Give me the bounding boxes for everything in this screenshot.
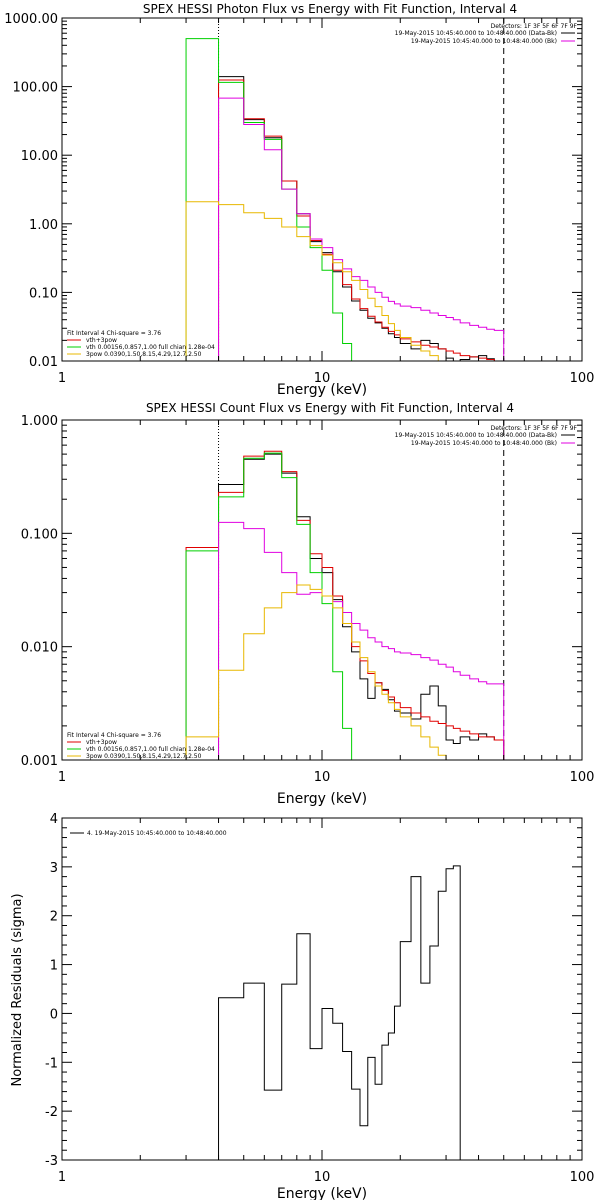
series-4-histogram [185,584,461,761]
x-axis-label: Energy (keV) [277,1186,367,1200]
fit-legend-text: vth+3pow [86,337,117,344]
x-tick-label: 1 [58,770,66,785]
residual-legend: 4. 19-May-2015 10:45:40.000 to 10:48:40.… [70,830,227,837]
fit-legend-text: vth+3pow [86,739,117,746]
count-flux-chart: SPEX HESSI Count Flux vs Energy with Fit… [21,401,595,807]
y-tick-label: 1000.00 [4,12,58,27]
y-tick-label: -3 [45,1154,58,1169]
tick-layer: 1 10 100 -3 -2 -1 0 1 2 3 4 [45,812,594,1185]
series-4-histogram [185,201,454,362]
y-tick-label: 1.000 [21,414,58,429]
series-1-histogram [185,450,505,760]
series-3-histogram [218,521,505,760]
header-legend: Detectors: 1F 3F 5F 6F 7F 9F 19-May-2015… [395,425,578,447]
x-tick-label: 10 [314,770,331,785]
x-tick-label: 10 [314,1170,331,1185]
data-layer [185,18,505,362]
data-layer [218,865,461,1160]
y-tick-label: 10.00 [21,149,58,164]
y-tick-label: -2 [45,1105,58,1120]
x-tick-label: 100 [570,770,595,785]
tick-layer: 1 10 100 0.001 0.010 0.100 1.000 [21,414,595,785]
x-axis-label: Energy (keV) [277,382,367,398]
x-tick-label: 1 [58,1170,66,1185]
header-line: 19-May-2015 10:45:40.000 to 10:48:40.000… [411,440,557,447]
series-2-histogram [185,452,360,761]
series-0-histogram [218,865,461,1160]
fit-legend: Fit Interval 4 Chi-square = 3.76 vth+3po… [67,732,215,760]
y-tick-label: 2 [50,910,58,925]
y-tick-label: 0.100 [21,527,58,542]
header-line: 19-May-2015 10:45:40.000 to 10:48:40.000… [411,38,557,45]
y-tick-label: 0.001 [21,754,58,769]
chart-title: SPEX HESSI Photon Flux vs Energy with Fi… [143,2,517,16]
tick-layer: 1 10 100 0.01 0.10 1.00 10.00 100.00 1000.00 [4,12,594,386]
x-axis-label: Energy (keV) [277,791,367,807]
y-tick-label: 1.00 [29,218,58,233]
header-legend: Detectors: 1F 3F 5F 6F 7F 9F 19-May-2015… [395,23,578,45]
fit-legend-text: vth 0.00156,0.857,1.00 full chian 1.28e-… [86,746,215,753]
fit-legend-text: Fit Interval 4 Chi-square = 3.76 [67,330,161,337]
y-tick-label: 0.010 [21,641,58,656]
residuals-chart: 1 10 100 -3 -2 -1 0 1 2 3 4 Energy (keV) Normalize… [10,812,594,1202]
fit-legend-text: 3pow 0.0390,1.50,8.15,4.29,12.7,2.50 [86,753,202,760]
y-axis-label: Normalized Residuals (sigma) [10,893,25,1086]
y-tick-label: 1 [50,959,58,974]
series-0-histogram [218,453,505,760]
header-line: 19-May-2015 10:45:40.000 to 10:48:40.000… [395,30,557,37]
y-tick-label: 100.00 [13,81,59,96]
y-tick-label: 4 [50,812,58,827]
y-tick-label: 0.01 [29,355,58,370]
fit-legend-text: vth 0.00156,0.857,1.00 full chian 1.28e-… [86,344,215,351]
y-tick-label: 0.10 [29,286,58,301]
fit-legend-text: 3pow 0.0390,1.50,8.15,4.29,12.7,2.50 [86,351,202,358]
y-tick-label: 3 [50,861,58,876]
x-tick-label: 1 [58,371,66,386]
data-layer [185,420,505,761]
fit-legend-text: Fit Interval 4 Chi-square = 3.76 [67,732,161,739]
y-tick-label: 0 [50,1007,58,1022]
photon-flux-chart: SPEX HESSI Photon Flux vs Energy with Fi… [4,2,594,398]
plot-frame [61,817,583,1161]
x-tick-label: 10 [314,371,331,386]
header-line: 19-May-2015 10:45:40.000 to 10:48:40.000… [395,432,557,439]
x-tick-label: 100 [570,1170,595,1185]
series-3-histogram [218,97,505,361]
chart-title: SPEX HESSI Count Flux vs Energy with Fit… [146,401,514,415]
fit-legend: Fit Interval 4 Chi-square = 3.76 vth+3po… [67,330,215,358]
legend-label: 4. 19-May-2015 10:45:40.000 to 10:48:40.… [87,830,227,837]
x-tick-label: 100 [570,371,595,386]
header-line: Detectors: 1F 3F 5F 6F 7F 9F [491,425,578,432]
y-tick-label: -1 [45,1056,58,1071]
header-line: Detectors: 1F 3F 5F 6F 7F 9F [491,23,578,30]
series-1-histogram [218,79,504,362]
